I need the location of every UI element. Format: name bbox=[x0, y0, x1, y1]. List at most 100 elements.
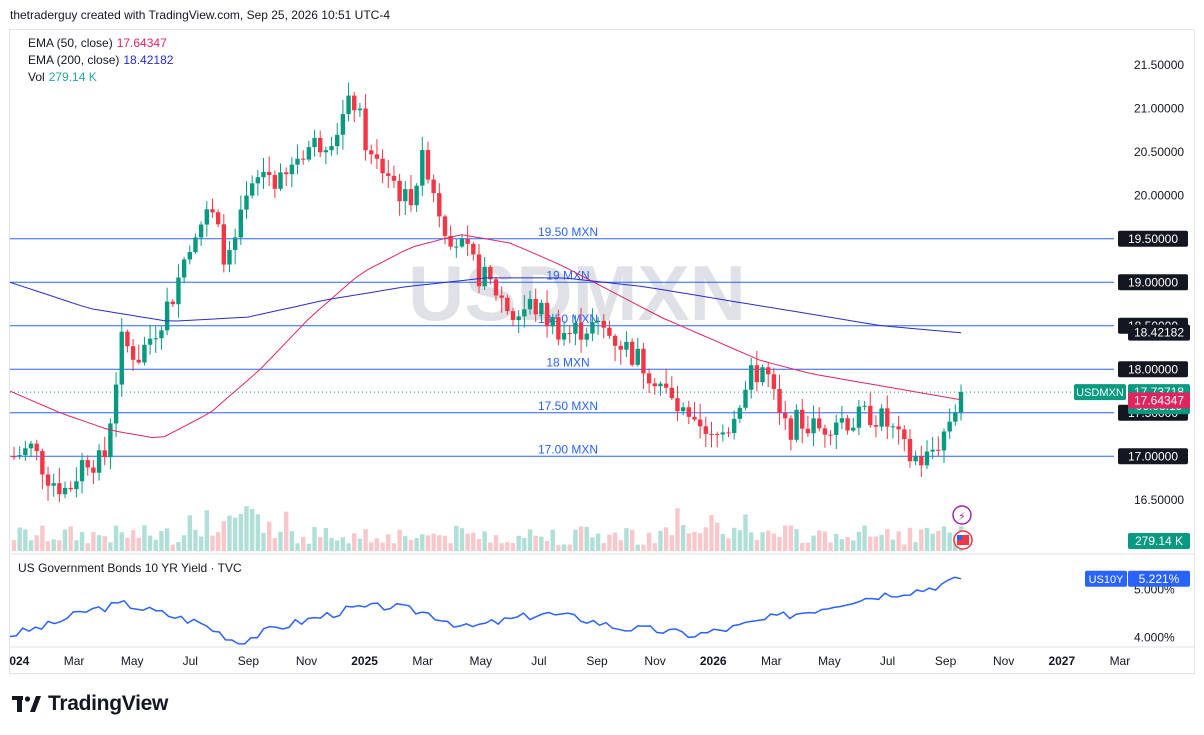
candle-body[interactable] bbox=[289, 164, 295, 175]
candle-body[interactable] bbox=[471, 243, 476, 255]
legend-ema50[interactable]: EMA (50, close) 17.64347 bbox=[28, 36, 167, 50]
candle-body[interactable] bbox=[953, 412, 958, 422]
candle-body[interactable] bbox=[102, 450, 107, 458]
candle-body[interactable] bbox=[913, 456, 918, 462]
lightning-event-icon[interactable] bbox=[952, 505, 972, 525]
candle-body[interactable] bbox=[11, 456, 17, 458]
candle-body[interactable] bbox=[612, 335, 618, 346]
ema50-line[interactable] bbox=[10, 234, 962, 439]
candle-body[interactable] bbox=[363, 108, 368, 151]
candle-body[interactable] bbox=[108, 423, 113, 458]
candle-body[interactable] bbox=[658, 383, 663, 387]
candle-body[interactable] bbox=[703, 426, 709, 434]
candle-body[interactable] bbox=[885, 408, 890, 427]
candle-body[interactable] bbox=[170, 301, 175, 305]
candle-body[interactable] bbox=[130, 346, 136, 360]
candle-body[interactable] bbox=[539, 302, 544, 315]
legend-ema200[interactable]: EMA (200, close) 18.42182 bbox=[28, 53, 173, 67]
candle-body[interactable] bbox=[930, 449, 935, 452]
candle-body[interactable] bbox=[805, 428, 811, 434]
candle-body[interactable] bbox=[720, 432, 726, 435]
candle-body[interactable] bbox=[476, 254, 482, 287]
candle-body[interactable] bbox=[516, 316, 521, 320]
candle-body[interactable] bbox=[68, 487, 73, 490]
candle-body[interactable] bbox=[584, 333, 589, 340]
candle-body[interactable] bbox=[45, 474, 51, 486]
candle-body[interactable] bbox=[777, 388, 782, 414]
candle-body[interactable] bbox=[839, 418, 845, 423]
candle-body[interactable] bbox=[283, 172, 289, 175]
candle-body[interactable] bbox=[119, 331, 124, 385]
candle-body[interactable] bbox=[312, 137, 317, 148]
candle-body[interactable] bbox=[800, 409, 805, 429]
candle-body[interactable] bbox=[714, 433, 720, 435]
candle-body[interactable] bbox=[794, 409, 799, 440]
candle-body[interactable] bbox=[193, 237, 198, 253]
candle-body[interactable] bbox=[374, 154, 380, 159]
candle-body[interactable] bbox=[386, 173, 391, 176]
candle-body[interactable] bbox=[573, 322, 578, 334]
candle-body[interactable] bbox=[125, 331, 130, 347]
candle-body[interactable] bbox=[822, 428, 828, 435]
symbol-tag[interactable] bbox=[1074, 384, 1126, 401]
candle-body[interactable] bbox=[142, 344, 147, 363]
candle-body[interactable] bbox=[936, 449, 941, 451]
candle-body[interactable] bbox=[788, 418, 794, 440]
ema200-line[interactable] bbox=[10, 277, 962, 334]
candle-body[interactable] bbox=[301, 158, 306, 160]
candle-body[interactable] bbox=[380, 158, 385, 174]
candle-body[interactable] bbox=[873, 425, 879, 427]
candle-body[interactable] bbox=[62, 487, 68, 495]
candle-body[interactable] bbox=[601, 320, 606, 328]
candle-body[interactable] bbox=[697, 419, 703, 427]
usdmxn-chart[interactable]: USDMXN 21.50000 21.00000 20.50000 20.00000 19… bbox=[10, 30, 1194, 673]
candle-body[interactable] bbox=[91, 467, 96, 473]
candle-body[interactable] bbox=[919, 456, 924, 466]
candle-body[interactable] bbox=[896, 426, 901, 430]
candle-body[interactable] bbox=[499, 295, 504, 298]
candle-body[interactable] bbox=[493, 279, 499, 296]
candle-body[interactable] bbox=[692, 416, 697, 420]
legend-volume[interactable]: Vol 279.14 K bbox=[28, 70, 97, 84]
candle-body[interactable] bbox=[607, 327, 612, 336]
candle-body[interactable] bbox=[556, 317, 561, 340]
candle-body[interactable] bbox=[454, 246, 459, 248]
candle-body[interactable] bbox=[96, 450, 102, 473]
candle-body[interactable] bbox=[550, 317, 555, 327]
candle-body[interactable] bbox=[397, 180, 402, 202]
candle-body[interactable] bbox=[74, 481, 79, 490]
candle-body[interactable] bbox=[488, 267, 493, 280]
candle-body[interactable] bbox=[879, 408, 884, 427]
candle-body[interactable] bbox=[652, 383, 657, 387]
candle-body[interactable] bbox=[595, 320, 601, 323]
candle-body[interactable] bbox=[215, 212, 221, 225]
candle-body[interactable] bbox=[437, 193, 442, 217]
candle-body[interactable] bbox=[40, 451, 45, 475]
candle-body[interactable] bbox=[771, 374, 777, 389]
candle-body[interactable] bbox=[159, 330, 164, 339]
candle-body[interactable] bbox=[754, 365, 760, 383]
candle-body[interactable] bbox=[261, 172, 266, 178]
candle-body[interactable] bbox=[811, 418, 816, 434]
candle-body[interactable] bbox=[578, 322, 584, 340]
candle-body[interactable] bbox=[856, 406, 862, 428]
candle-body[interactable] bbox=[544, 302, 550, 327]
candle-body[interactable] bbox=[204, 209, 210, 225]
candle-body[interactable] bbox=[958, 391, 964, 413]
candle-body[interactable] bbox=[306, 147, 312, 160]
candle-body[interactable] bbox=[221, 224, 227, 265]
candle-body[interactable] bbox=[391, 175, 397, 181]
candle-body[interactable] bbox=[176, 277, 181, 305]
candle-body[interactable] bbox=[23, 448, 28, 456]
candle-body[interactable] bbox=[198, 224, 204, 238]
candle-body[interactable] bbox=[329, 146, 334, 151]
candle-body[interactable] bbox=[641, 348, 646, 374]
candle-body[interactable] bbox=[902, 429, 907, 440]
candle-body[interactable] bbox=[187, 252, 192, 260]
candle-body[interactable] bbox=[147, 338, 153, 345]
candle-body[interactable] bbox=[527, 298, 533, 310]
candle-body[interactable] bbox=[272, 175, 278, 189]
candle-body[interactable] bbox=[323, 150, 329, 153]
candle-body[interactable] bbox=[28, 443, 34, 449]
candle-body[interactable] bbox=[765, 367, 771, 375]
